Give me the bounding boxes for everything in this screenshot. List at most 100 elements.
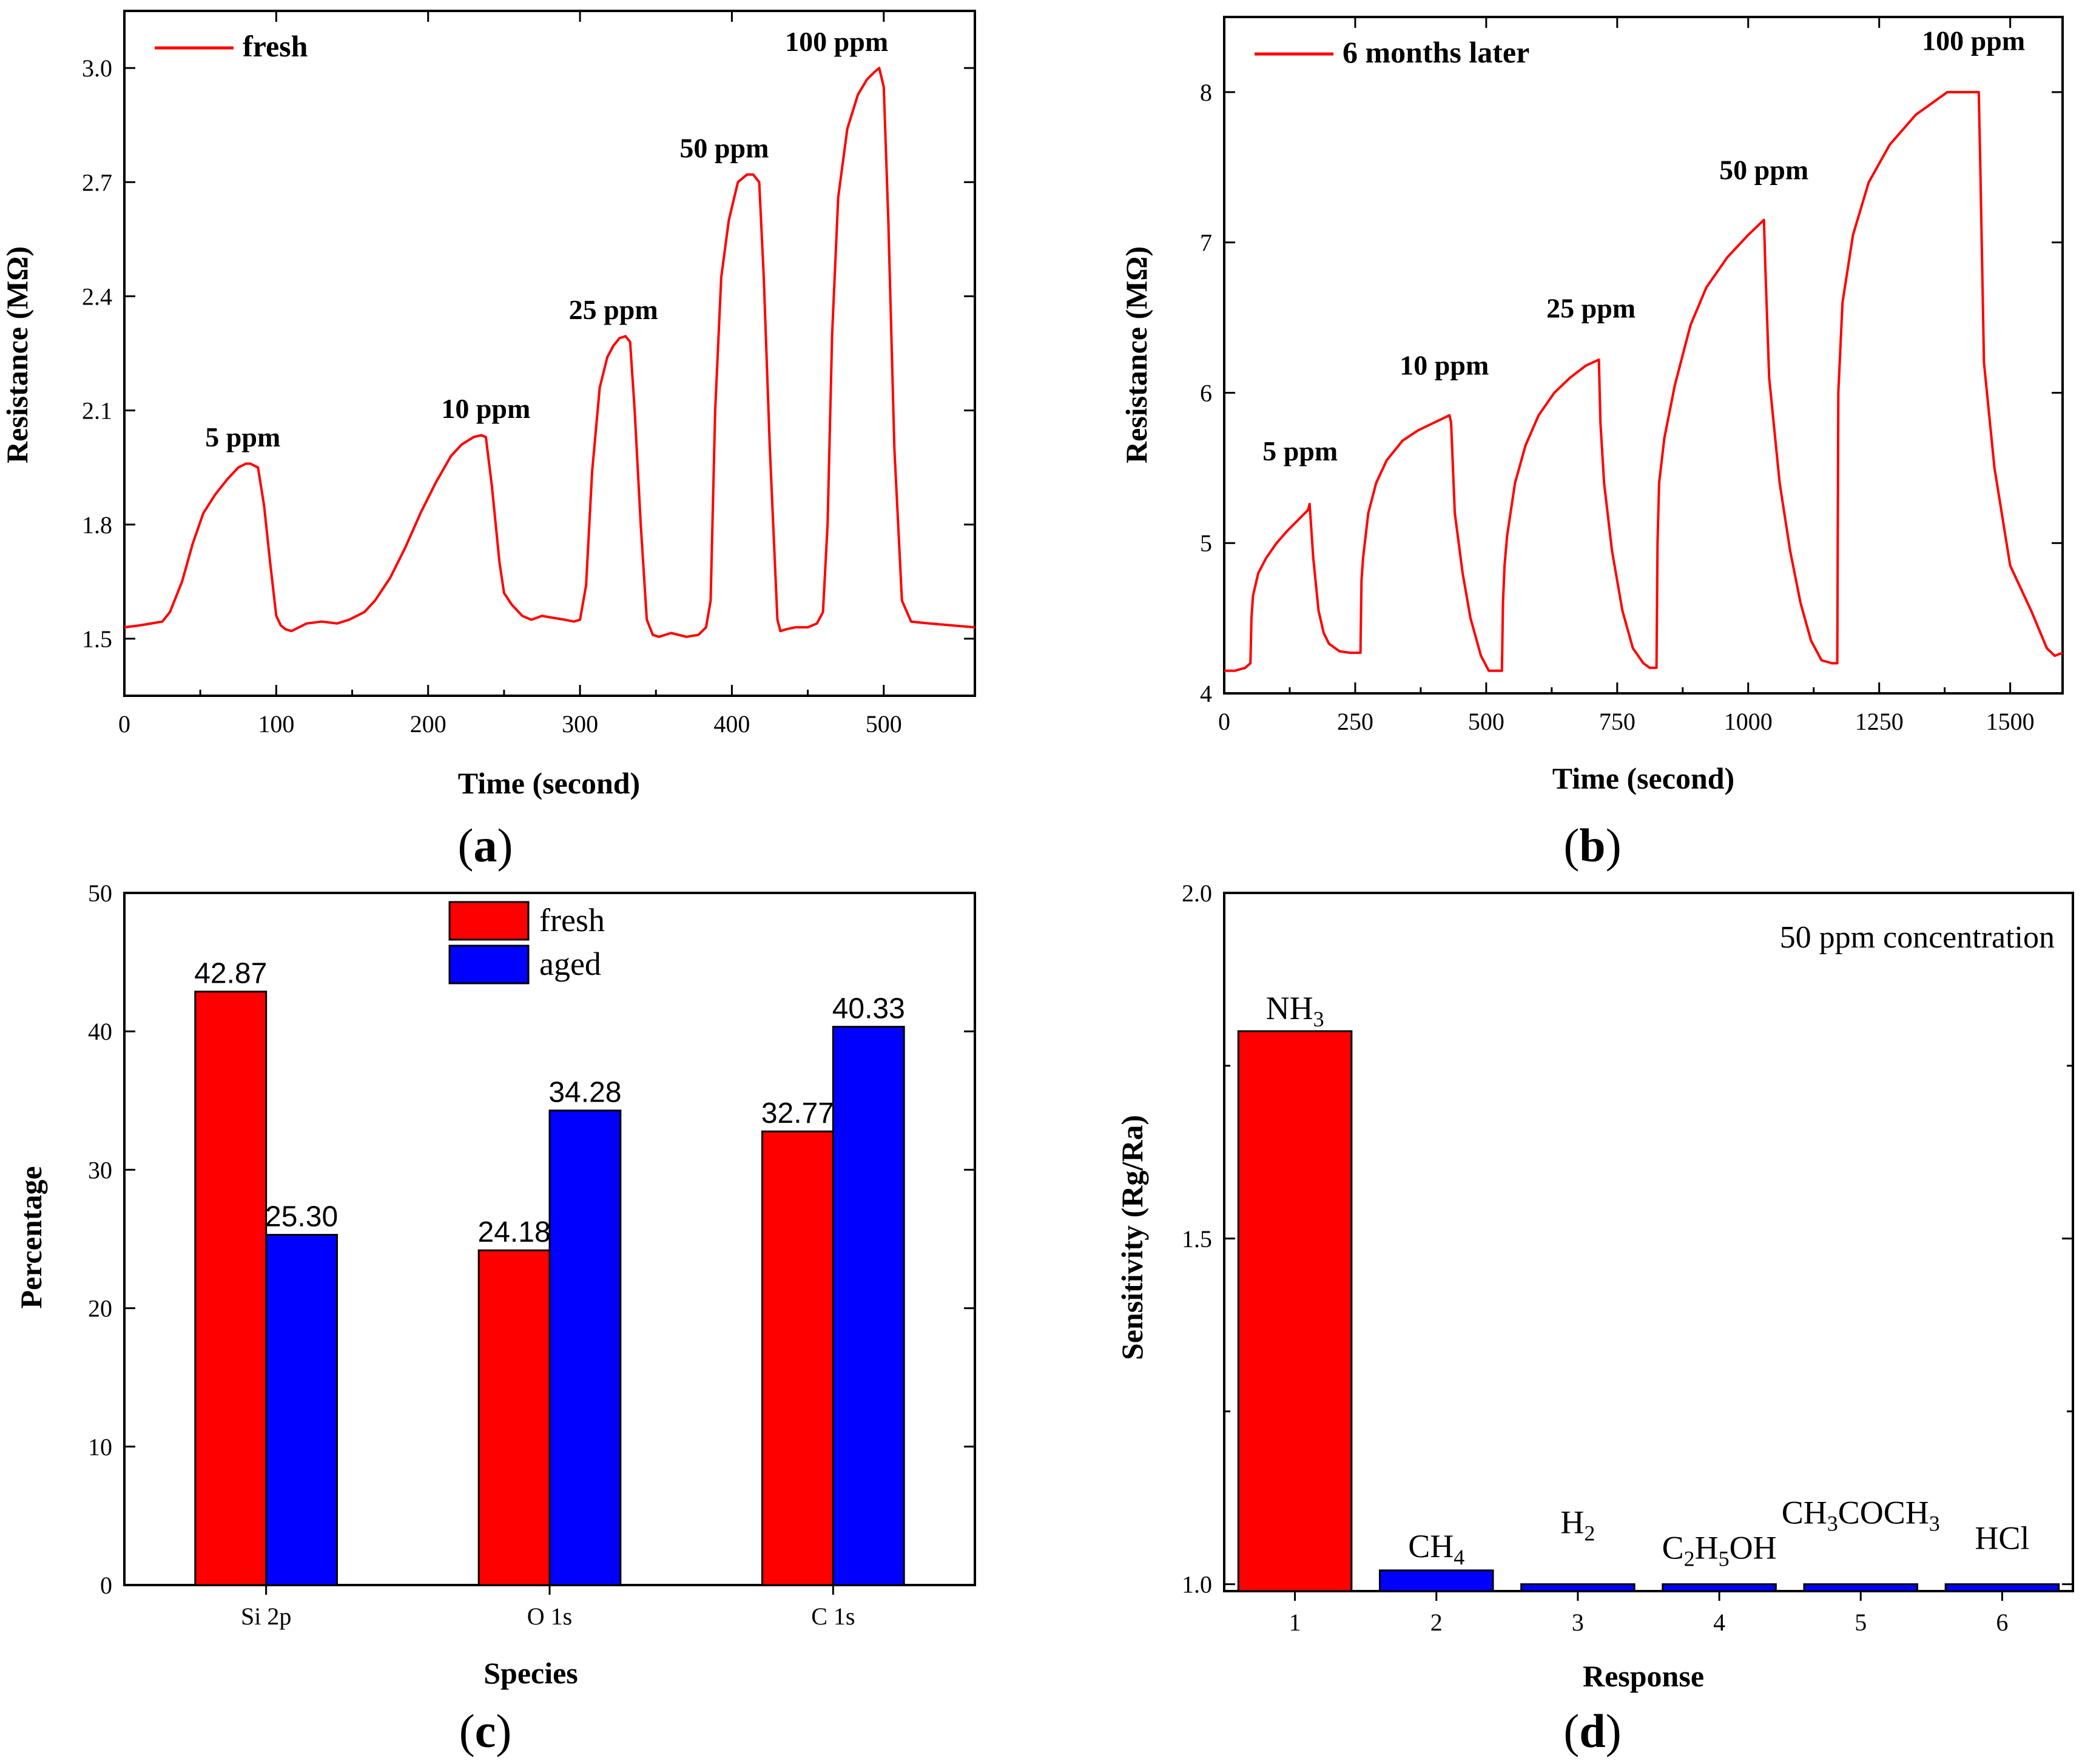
panel-label: (d): [1563, 1705, 1621, 1757]
x-axis-title: Species: [483, 1656, 578, 1690]
paren-close: ): [497, 819, 513, 872]
label-text: C: [1662, 1530, 1684, 1566]
bar-aged-O-1s: [550, 1111, 621, 1585]
plot-frame: [1224, 17, 2063, 693]
concentration-note: 50 ppm concentration: [1780, 920, 2055, 955]
bar-value-label: 34.28: [548, 1077, 621, 1109]
label-text: OH: [1730, 1530, 1777, 1566]
label-text: COCH: [1838, 1495, 1929, 1531]
gas-label: HCl: [1975, 1520, 2029, 1557]
label-text: H: [1560, 1504, 1584, 1541]
y-tick-label: 2.0: [1182, 880, 1212, 907]
panel-letter: b: [1579, 819, 1605, 872]
series-line-fresh: [124, 68, 975, 637]
x-axis-title: Time (second): [458, 766, 640, 800]
peak-annotation: 100 ppm: [785, 26, 888, 57]
paren-close: ): [496, 1705, 511, 1757]
x-tick-label: 1000: [1724, 708, 1773, 735]
label-subscript: 5: [1719, 1547, 1730, 1571]
x-tick-label: 250: [1337, 708, 1373, 735]
panel-letter: c: [475, 1705, 496, 1757]
x-axis-title: Time (second): [1552, 761, 1734, 795]
bar-aged-C-1s: [833, 1027, 904, 1585]
bar-value-label: 40.33: [832, 993, 905, 1025]
y-tick-label: 2.1: [82, 397, 112, 425]
y-tick-label: 8: [1200, 79, 1212, 106]
x-tick-label: C 1s: [811, 1603, 855, 1630]
x-tick-label: 100: [258, 710, 294, 738]
x-tick-label: 300: [562, 710, 598, 738]
bar-fresh-O-1s: [479, 1250, 550, 1585]
x-tick-label: 5: [1855, 1609, 1867, 1636]
paren-close: ): [1606, 819, 1622, 872]
peak-annotation: 10 ppm: [1400, 350, 1489, 381]
peak-annotation: 25 ppm: [569, 294, 658, 325]
x-tick-label: 1500: [1986, 708, 2035, 735]
label-subscript: 2: [1584, 1521, 1595, 1546]
y-tick-label: 1.5: [1182, 1225, 1212, 1253]
bar-response-4: [1663, 1584, 1776, 1591]
paren-open: (: [459, 1705, 475, 1757]
plot-frame: [124, 11, 975, 696]
gas-label: CH4: [1408, 1528, 1464, 1569]
y-tick-label: 5: [1200, 530, 1212, 557]
y-tick-label: 1.5: [82, 625, 112, 653]
x-tick-label: 0: [1218, 708, 1230, 735]
legend-swatch-aged: [450, 946, 528, 983]
bar-response-1: [1238, 1031, 1352, 1591]
peak-annotation: 10 ppm: [441, 393, 530, 424]
paren-open: (: [458, 819, 474, 872]
label-subscript: 3: [1827, 1512, 1838, 1536]
x-axis-title: Response: [1583, 1659, 1704, 1693]
paren-open: (: [1563, 1705, 1579, 1757]
y-axis-title: Resistance (MΩ): [1119, 246, 1153, 463]
x-tick-label: 200: [410, 710, 446, 738]
x-tick-label: 1: [1289, 1609, 1301, 1636]
gas-label: C2H5OH: [1662, 1530, 1777, 1571]
bar-fresh-C-1s: [763, 1131, 834, 1585]
x-tick-label: 500: [866, 710, 902, 738]
panel-label: (a): [458, 819, 513, 872]
label-subscript: 3: [1929, 1512, 1940, 1536]
y-axis-title: Sensitivity (Rg/Ra): [1115, 1115, 1149, 1360]
y-axis-title: Resistance (MΩ): [0, 246, 34, 463]
x-tick-label: 4: [1713, 1609, 1725, 1636]
y-tick-label: 1.0: [1182, 1571, 1212, 1598]
paren-close: ): [1606, 1705, 1622, 1757]
legend-swatch-fresh: [450, 902, 528, 940]
y-tick-label: 2.7: [82, 169, 112, 196]
panel-letter: d: [1579, 1705, 1605, 1757]
label-text: NH: [1266, 990, 1313, 1026]
label-subscript: 4: [1454, 1545, 1464, 1569]
x-tick-label: O 1s: [527, 1603, 572, 1630]
x-tick-label: 400: [713, 710, 750, 738]
peak-annotation: 50 ppm: [1719, 155, 1808, 186]
peak-annotation: 100 ppm: [1922, 25, 2025, 56]
bar-value-label: 42.87: [194, 958, 267, 990]
legend-label: 6 months later: [1343, 35, 1529, 69]
y-tick-label: 7: [1200, 229, 1212, 257]
bar-aged-Si-2p: [266, 1235, 337, 1585]
label-text: CH: [1782, 1495, 1827, 1531]
y-tick-label: 4: [1200, 680, 1212, 707]
figure: 1.51.82.12.42.73.0Time (second)Resistanc…: [0, 0, 2082, 1764]
y-tick-label: 20: [88, 1295, 112, 1322]
panel-d: 1.0 1.5 2.0 Response Sensitivity (Rg/Ra) (d) 1…: [1115, 880, 2073, 1757]
paren-open: (: [1563, 819, 1579, 872]
panel-label: (c): [459, 1705, 512, 1757]
bar-fresh-Si-2p: [195, 992, 266, 1585]
peak-annotation: 5 ppm: [205, 422, 280, 453]
y-tick-label: 40: [88, 1018, 112, 1045]
y-tick-label: 30: [88, 1156, 112, 1183]
bar-value-label: 24.18: [478, 1216, 551, 1248]
peak-annotation: 25 ppm: [1546, 293, 1636, 324]
x-tick-label: 2: [1430, 1609, 1443, 1636]
panel-c: 0 10 20 30 40 50 Species Percentage (c) Si 2p 42.8…: [14, 880, 975, 1757]
x-tick-label: 6: [1996, 1609, 2008, 1636]
gas-label: H2: [1560, 1504, 1595, 1546]
label-text: H: [1695, 1530, 1719, 1566]
label-text: CH: [1408, 1528, 1454, 1564]
series-line-6-months-later: [1224, 92, 2063, 671]
x-tick-label: 750: [1599, 708, 1636, 735]
bar-response-6: [1946, 1584, 2059, 1591]
